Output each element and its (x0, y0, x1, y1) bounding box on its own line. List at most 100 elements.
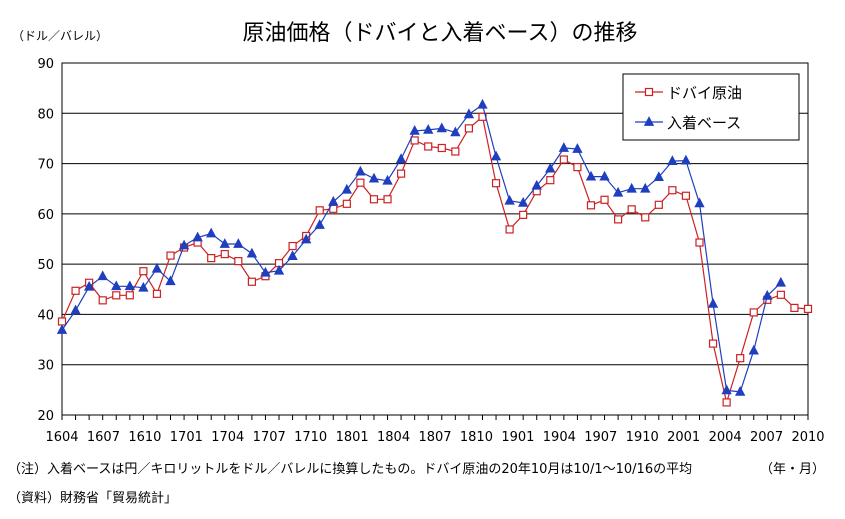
x-tick-labels: 1604 1607 1610 1701 1704 1707 1710 1801 1804 1807… (45, 415, 825, 445)
series-1-point (369, 195, 379, 204)
series-1-point (383, 195, 392, 204)
series-2-point (138, 281, 149, 292)
grid-lines (62, 112, 808, 366)
series-1-point (600, 195, 609, 204)
series-2-point (83, 280, 95, 291)
series-1-point (654, 200, 663, 209)
series-2-point (355, 165, 366, 176)
series-2-point (545, 162, 556, 173)
y-tick-label: 80 (37, 107, 54, 122)
x-tick-label: 1901 (501, 430, 534, 445)
source-note: （資料）財務省「貿易統計」 (8, 491, 178, 506)
series-2-point (382, 174, 393, 185)
footnote: （注）入着ベースは円／キロリットルをドル／バレルに換算したもの。ドバイ原油の20… (8, 462, 693, 477)
x-tick-label: 1904 (543, 430, 576, 445)
series-1-point (342, 199, 351, 208)
series-2-point (626, 182, 637, 193)
series-1-point (356, 178, 365, 187)
series-2-point (762, 289, 773, 300)
series-1-point (71, 286, 80, 295)
series-1-point (424, 142, 433, 151)
x-tick-label: 1710 (294, 430, 327, 445)
series-1-point (736, 354, 745, 363)
legend-marker-2 (643, 116, 655, 126)
series-1-point (98, 296, 107, 305)
legend-marker-1 (644, 87, 654, 97)
series-1-point (668, 186, 677, 195)
series-1-point (803, 304, 813, 313)
series-1-point (234, 257, 243, 266)
x-tick-label: 1701 (170, 430, 203, 445)
series-1-point (247, 277, 256, 286)
y-tick-label: 70 (37, 158, 54, 173)
series-1-point (790, 303, 799, 312)
series-1 (57, 112, 813, 407)
series-2-point (395, 153, 407, 163)
series-2-point (165, 275, 176, 286)
series-1-point (519, 210, 528, 219)
series-1-point (627, 205, 636, 214)
series-1-point (614, 215, 623, 224)
x-tick-label: 1610 (128, 430, 161, 445)
series-2-point (287, 250, 298, 260)
y-tick-label: 50 (37, 258, 54, 273)
series-1-point (288, 241, 297, 251)
series-2-point (735, 386, 746, 396)
series-2-point (721, 384, 732, 395)
series-2-point (151, 262, 163, 273)
y-tick-labels: 20 30 40 50 60 70 80 90 (37, 57, 54, 424)
x-tick-label: 1707 (253, 430, 286, 445)
series-1-point (546, 176, 555, 185)
series-2-point (450, 126, 461, 137)
series-1-point (125, 291, 134, 300)
x-tick-label: 1607 (87, 430, 120, 445)
series-2-point (707, 298, 719, 308)
series-2-point (328, 195, 339, 206)
series-2-point (667, 155, 678, 165)
series-1-point (166, 251, 175, 260)
y-tick-label: 90 (37, 57, 54, 72)
series-2-point (653, 171, 664, 182)
series-1-point (586, 201, 596, 210)
x-tick-label: 1804 (377, 430, 410, 445)
series-1-point (776, 290, 785, 299)
series-2-point (97, 270, 108, 281)
series-2-point (517, 196, 529, 207)
series-1-point (708, 339, 718, 348)
series-1-point (641, 213, 650, 222)
x-tick-label: 1807 (418, 430, 451, 445)
series-2-point (572, 143, 583, 153)
chart-title: 原油価格（ドバイと入着ベース）の推移 (243, 21, 638, 46)
series-2-point (341, 183, 353, 194)
series-2-point (612, 186, 624, 197)
series-2-line (61, 103, 782, 393)
series-2-point (111, 280, 122, 291)
y-tick-label: 20 (37, 409, 54, 424)
series-2 (56, 98, 787, 396)
series-2-point (490, 150, 502, 161)
series-1-point (220, 249, 229, 259)
series-2-point (775, 276, 787, 287)
series-1-point (152, 289, 162, 298)
legend-box (622, 73, 800, 141)
series-1-point (464, 124, 474, 133)
y-axis-unit: （ドル／バレル） (12, 29, 108, 43)
x-tick-label: 2004 (709, 430, 742, 445)
x-tick-label: 2010 (791, 430, 824, 445)
x-tick-label: 1910 (626, 430, 659, 445)
series-1-point (749, 308, 758, 317)
series-1-point (451, 147, 460, 156)
series-1-point (573, 162, 582, 172)
series-1-point (491, 179, 501, 188)
x-tick-label: 1907 (584, 430, 617, 445)
series-2-point (273, 264, 285, 275)
series-2-point (463, 108, 475, 119)
x-tick-label: 1604 (45, 430, 78, 445)
series-2-point (260, 266, 271, 277)
x-tick-label: 1801 (336, 430, 369, 445)
series-2-point (640, 182, 651, 193)
series-2-point (504, 194, 515, 205)
series-2-point (233, 238, 244, 248)
